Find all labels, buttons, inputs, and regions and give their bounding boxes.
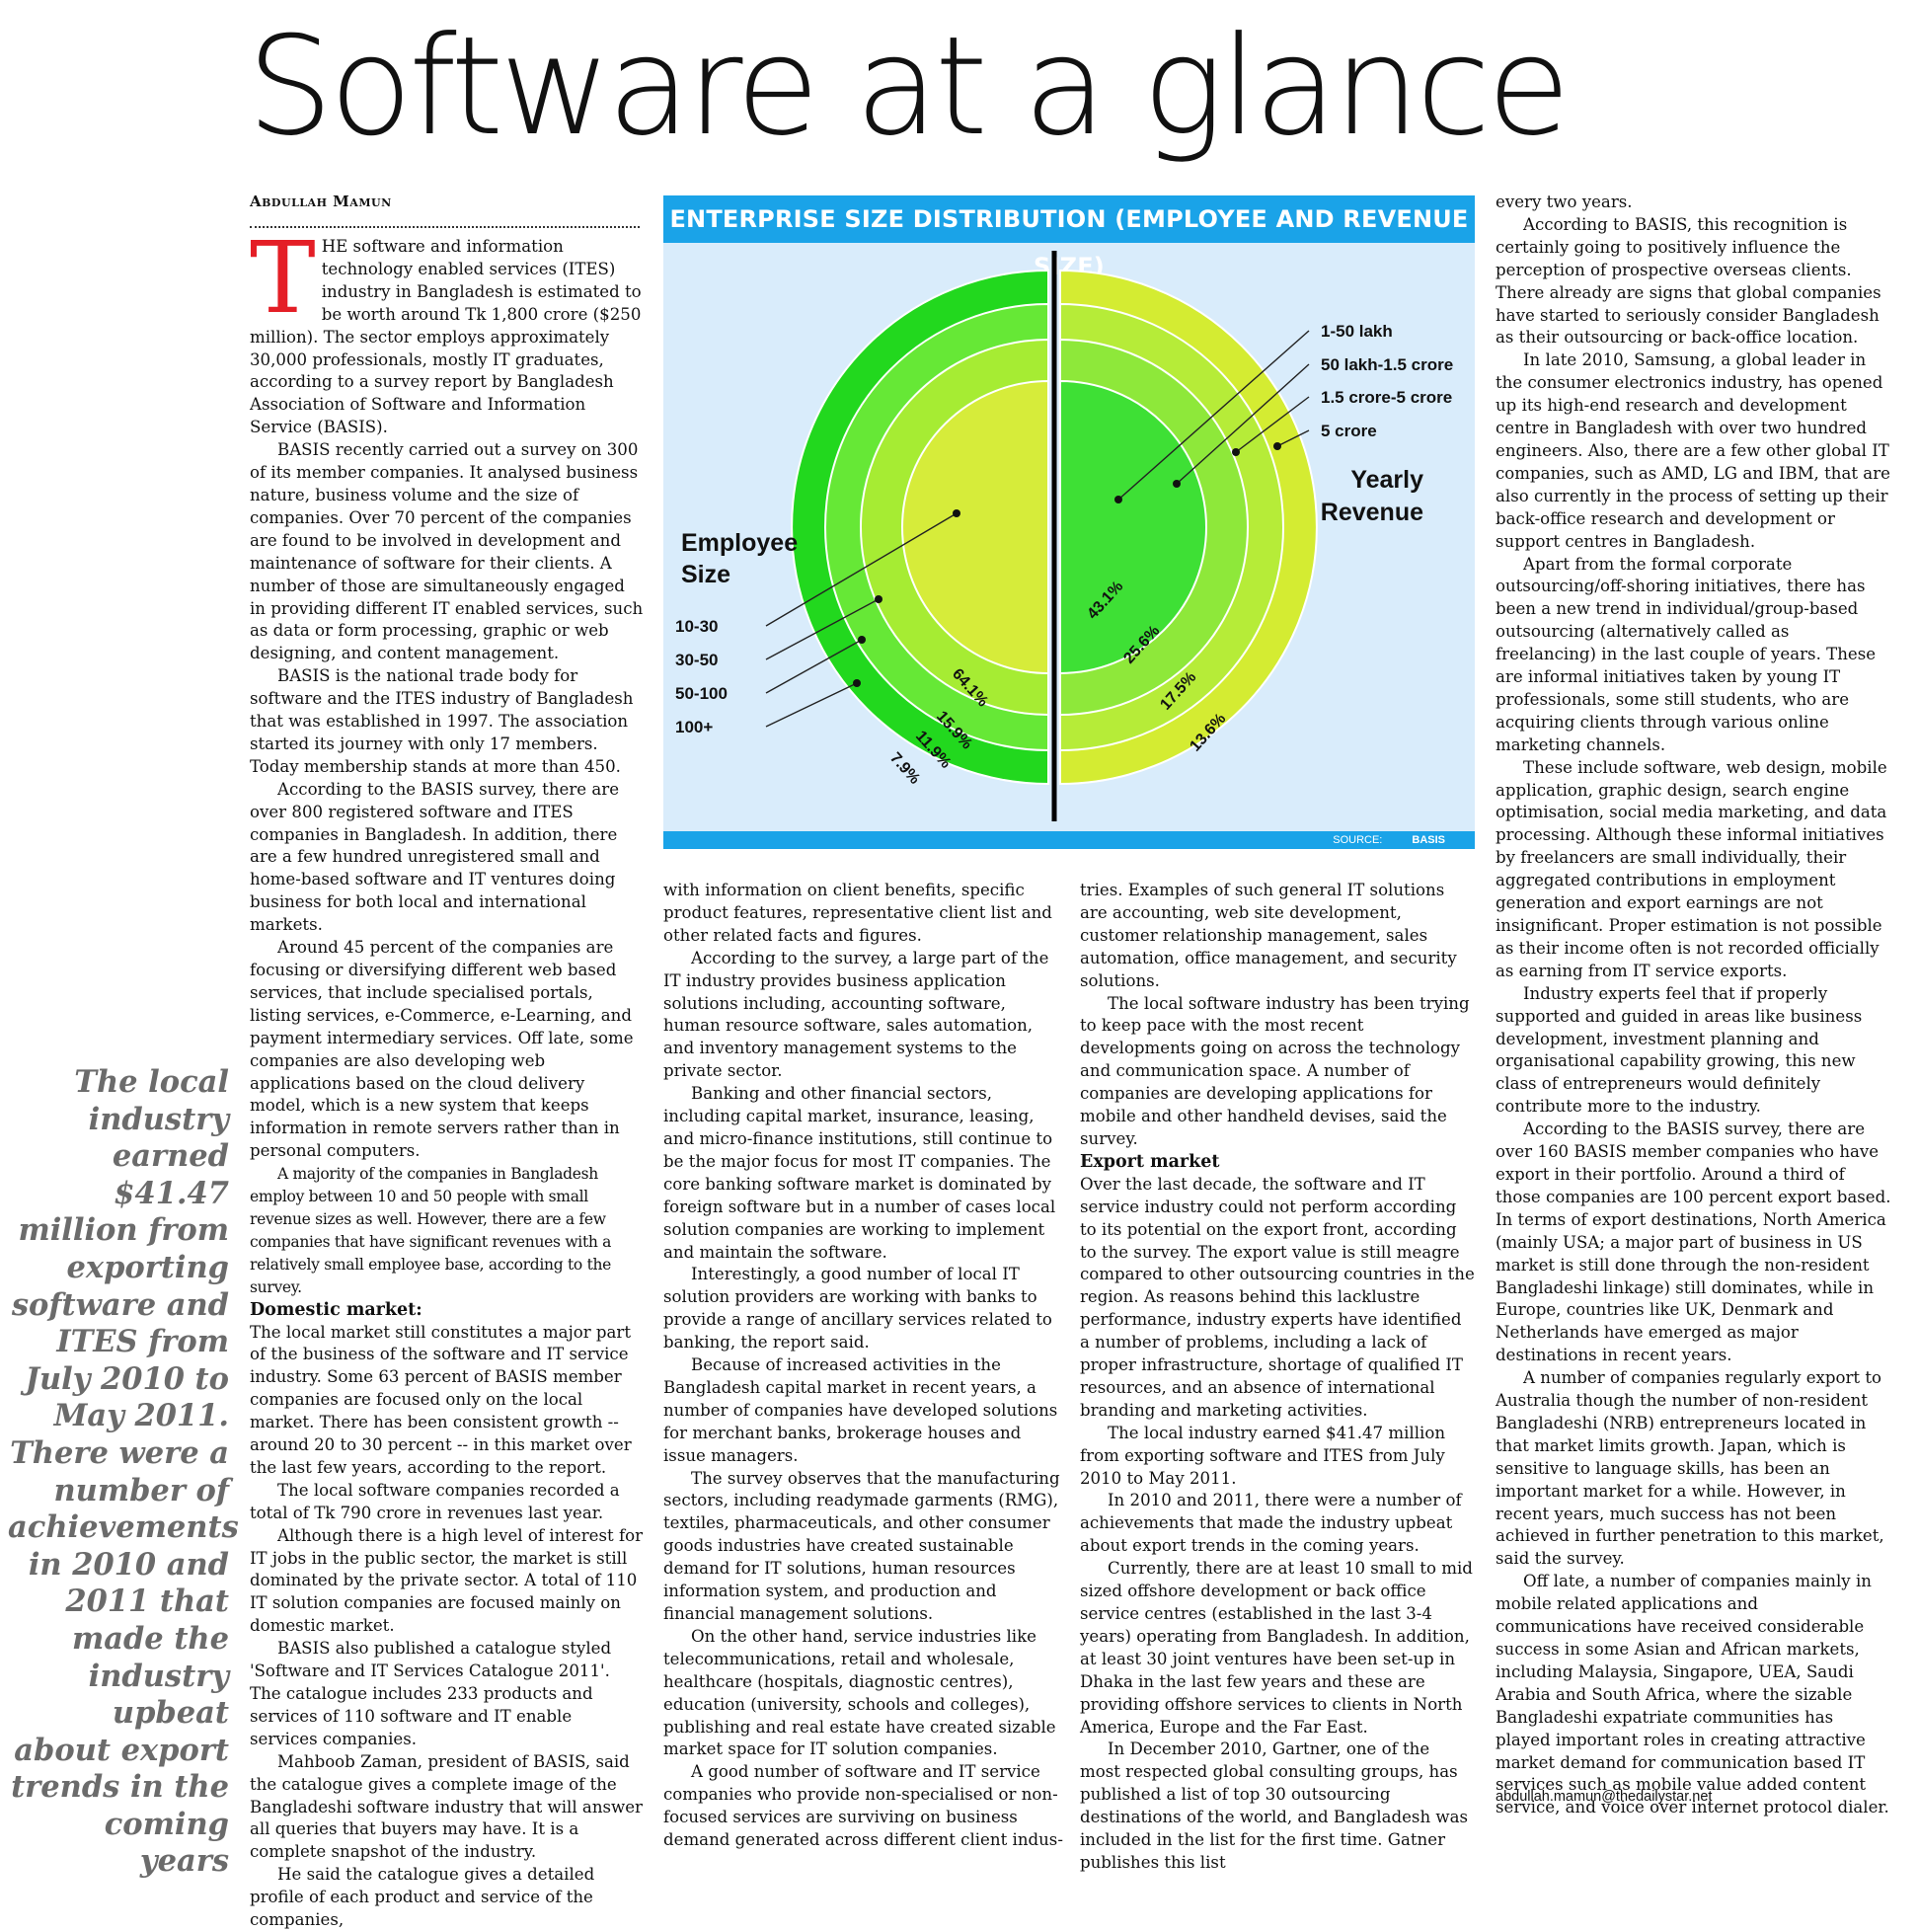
paragraph: In late 2010, Samsung, a global leader i… <box>1496 350 1890 551</box>
article-column-2: with information on client benefits, spe… <box>663 880 1063 1852</box>
employee-leader-line <box>765 512 958 627</box>
paragraph: The local industry earned $41.47 million… <box>1080 1423 1446 1488</box>
revenue-leader-line <box>1176 363 1310 485</box>
article-column-3: tries. Examples of such general IT solut… <box>1080 880 1475 1875</box>
employee-leader-dot <box>953 509 960 517</box>
paragraph: every two years. <box>1496 193 1633 211</box>
employee-ring-10-30 <box>901 379 1049 675</box>
drop-cap: T <box>250 220 316 336</box>
paragraph: Industry experts feel that if properly s… <box>1496 983 1863 1117</box>
revenue-leader-dot <box>1273 442 1281 450</box>
paragraph: According to the BASIS survey, there are… <box>250 779 620 935</box>
revenue-category-label: 5 crore <box>1321 422 1377 440</box>
paragraph: According to BASIS, this recognition is … <box>1496 214 1881 348</box>
paragraph: A good number of software and IT service… <box>663 1762 1063 1850</box>
revenue-category-label: 1.5 crore-5 crore <box>1321 388 1452 407</box>
paragraph: Interestingly, a good number of local IT… <box>663 1265 1052 1352</box>
paragraph: The local software industry has been try… <box>1080 993 1470 1148</box>
lead-paragraph: T HE software and information technology … <box>250 220 642 437</box>
paragraph: Because of increased activities in the B… <box>663 1355 1058 1465</box>
subhead-export-market: Export market <box>1080 1151 1220 1172</box>
employee-value-label: 7.9% <box>886 749 923 787</box>
paragraph: Banking and other financial sectors, inc… <box>663 1084 1056 1262</box>
employee-leader-dot <box>875 595 882 603</box>
revenue-leader-line <box>1117 330 1310 501</box>
revenue-leader-dot <box>1232 448 1240 456</box>
paragraph: On the other hand, service industries li… <box>663 1626 1056 1759</box>
yearly-revenue-label-2: Revenue <box>1321 499 1423 526</box>
paragraph: Over the last decade, the software and I… <box>1080 1174 1475 1420</box>
paragraph: In 2010 and 2011, there were a number of… <box>1080 1491 1462 1556</box>
headline: Software at a glance <box>247 7 1571 166</box>
paragraph: Around 45 percent of the companies are f… <box>250 938 634 1161</box>
employee-category-label: 100+ <box>675 718 713 736</box>
paragraph: Off late, a number of companies mainly i… <box>1496 1572 1889 1817</box>
paragraph: Currently, there are at least 10 small t… <box>1080 1559 1473 1737</box>
paragraph: BASIS recently carried out a survey on 3… <box>250 440 644 663</box>
paragraph: In December 2010, Gartner, one of the mo… <box>1080 1739 1469 1872</box>
paragraph: These include software, web design, mobi… <box>1496 757 1887 980</box>
revenue-category-label: 50 lakh-1.5 crore <box>1321 355 1453 374</box>
article-column-1: T HE software and information technology … <box>250 220 645 1932</box>
employee-leader-line <box>765 682 858 728</box>
chart-source: SOURCE: BASIS <box>663 831 1475 849</box>
employee-size-label-1: Employee <box>681 529 798 557</box>
source-label: SOURCE: <box>1333 834 1383 846</box>
paragraph: According to the BASIS survey, there are… <box>1496 1120 1891 1365</box>
paragraph: tries. Examples of such general IT solut… <box>1080 881 1457 990</box>
paragraph: A majority of the companies in Banglades… <box>250 1165 612 1296</box>
revenue-leader-line <box>1235 396 1310 453</box>
paragraph: According to the survey, a large part of… <box>663 948 1049 1081</box>
paragraph: BASIS also published a catalogue styled … <box>250 1639 612 1748</box>
employee-leader-dot <box>853 679 861 687</box>
yearly-revenue-label-1: Yearly <box>1350 466 1423 494</box>
revenue-leader-dot <box>1173 480 1181 488</box>
subhead-domestic-market: Domestic market: <box>250 1299 422 1320</box>
paragraph: Apart from the formal corporate outsourc… <box>1496 554 1877 754</box>
employee-leader-line <box>765 639 863 694</box>
paragraph: BASIS is the national trade body for sof… <box>250 666 634 776</box>
paragraph: A number of companies regularly export t… <box>1496 1368 1884 1569</box>
employee-category-label: 10-30 <box>675 617 718 636</box>
employee-size-label-2: Size <box>681 561 730 588</box>
employee-leader-dot <box>858 636 866 644</box>
paragraph: Although there is a high level of intere… <box>250 1525 644 1636</box>
article-column-4: every two years. According to BASIS, thi… <box>1496 192 1892 1819</box>
paragraph: The survey observes that the manufacturi… <box>663 1468 1060 1623</box>
chart-canvas: Employee Size Yearly Revenue 10-30 30-50 5… <box>675 251 1453 821</box>
paragraph: Mahboob Zaman, president of BASIS, said … <box>250 1751 643 1862</box>
employee-category-label: 50-100 <box>675 684 728 703</box>
chart-title: ENTERPRISE SIZE DISTRIBUTION (EMPLOYEE A… <box>663 195 1475 280</box>
paragraph: He said the catalogue gives a detailed p… <box>250 1865 595 1930</box>
employee-category-label: 30-50 <box>675 651 718 669</box>
revenue-category-label: 1-50 lakh <box>1321 322 1393 341</box>
source-value: BASIS <box>1412 834 1445 846</box>
paragraph: The local software companies recorded a … <box>250 1480 620 1522</box>
revenue-leader-dot <box>1114 496 1122 503</box>
enterprise-size-chart: ENTERPRISE SIZE DISTRIBUTION (EMPLOYEE A… <box>663 195 1475 849</box>
paragraph: with information on client benefits, spe… <box>663 881 1052 945</box>
byline-divider <box>250 226 640 228</box>
author-email: abdullah.mamun@thedailystar.net <box>1496 1789 1713 1805</box>
paragraph: The local market still constitutes a maj… <box>250 1322 632 1477</box>
byline: Abdullah Mamun <box>250 193 392 210</box>
employee-leader-line <box>765 598 880 660</box>
revenue-leader-line <box>1276 429 1310 447</box>
pull-quote: The local industry earned $41.47 million… <box>8 1064 239 1880</box>
